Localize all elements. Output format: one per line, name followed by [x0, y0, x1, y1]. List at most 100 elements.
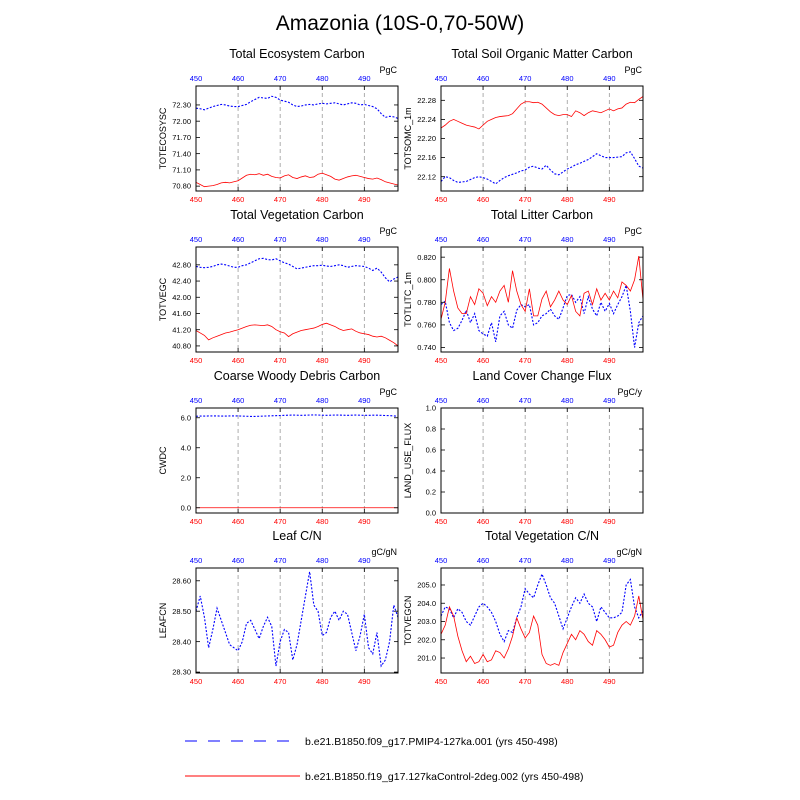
series-line-127ka-control: [441, 255, 643, 320]
legend: b.e21.B1850.f09_g17.PMIP4-127ka.001 (yrs…: [185, 736, 583, 783]
panel-totecosysc: 450 450 460 460 470 470 480 480 490 490 70.80 71.10…: [158, 47, 399, 204]
panel-totvegcn: 450 450 460 460 470 470 480 480 490 490 201.0 202.0…: [403, 529, 644, 686]
y-tick-label: 0.740: [417, 343, 436, 352]
x-tick-label-top: 460: [232, 396, 245, 405]
y-tick-label: 203.0: [417, 617, 436, 626]
x-tick-label-top: 460: [232, 74, 245, 83]
y-tick-label: 71.70: [172, 133, 191, 142]
x-tick-label-bottom: 470: [274, 195, 287, 204]
panel-title: Coarse Woody Debris Carbon: [214, 369, 381, 383]
x-tick-label-top: 450: [190, 556, 203, 565]
x-tick-label-top: 480: [316, 74, 329, 83]
x-tick-label-bottom: 490: [358, 517, 371, 526]
y-tick-label: 28.30: [172, 668, 191, 677]
x-tick-label-top: 480: [561, 556, 574, 565]
x-tick-label-bottom: 470: [519, 517, 532, 526]
y-tick-label: 71.10: [172, 165, 191, 174]
x-tick-label-top: 490: [603, 74, 616, 83]
units-label: gC/gN: [371, 547, 397, 557]
x-tick-label-bottom: 490: [358, 195, 371, 204]
x-tick-label-bottom: 460: [232, 677, 245, 686]
y-tick-label: 201.0: [417, 654, 436, 663]
panel-totsomc-1m: 450 450 460 460 470 470 480 480 490 490 22.12 22.16…: [403, 47, 644, 204]
x-tick-label-bottom: 450: [190, 677, 203, 686]
y-tick-label: 41.60: [172, 309, 191, 318]
plot-frame: [195, 85, 399, 192]
x-tick-label-bottom: 450: [190, 356, 203, 365]
y-tick-label: 22.12: [417, 172, 436, 181]
series-line-pmip4-127ka: [196, 95, 398, 119]
x-tick-label-bottom: 460: [232, 195, 245, 204]
x-tick-label-top: 450: [190, 235, 203, 244]
y-tick-label: 205.0: [417, 581, 436, 590]
plot-frame: [440, 85, 644, 192]
y-tick-label: 0.0: [181, 503, 191, 512]
plot-frame: [440, 567, 644, 674]
y-tick-label: 0.800: [417, 275, 436, 284]
y-axis-label: TOTVEGCN: [403, 596, 413, 646]
y-axis-label: CWDC: [158, 446, 168, 474]
y-tick-label: 72.00: [172, 117, 191, 126]
panel-title: Total Soil Organic Matter Carbon: [451, 47, 632, 61]
x-tick-label-bottom: 450: [435, 195, 448, 204]
x-tick-label-top: 480: [561, 74, 574, 83]
x-tick-label-bottom: 450: [435, 356, 448, 365]
x-tick-label-bottom: 490: [603, 677, 616, 686]
y-axis-label: TOTLITC_1m: [403, 272, 413, 327]
units-label: PgC: [379, 387, 397, 397]
x-tick-label-bottom: 480: [561, 517, 574, 526]
y-tick-label: 28.50: [172, 607, 191, 616]
figure-title: Amazonia (10S-0,70-50W): [276, 12, 525, 35]
x-tick-label-top: 480: [316, 235, 329, 244]
units-label: PgC: [379, 65, 397, 75]
units-label: gC/gN: [616, 547, 642, 557]
plot-frame: [195, 407, 399, 514]
y-tick-label: 202.0: [417, 635, 436, 644]
panel-totvegc: 450 450 460 460 470 470 480 480 490 490 40.80 41.20…: [158, 208, 399, 365]
x-tick-label-top: 460: [477, 74, 490, 83]
x-tick-label-bottom: 470: [519, 195, 532, 204]
x-tick-label-bottom: 460: [477, 195, 490, 204]
y-tick-label: 0.820: [417, 253, 436, 262]
y-tick-label: 28.60: [172, 576, 191, 585]
panels: 450 450 460 460 470 470 480 480 490 490 70.80 71.10…: [158, 47, 644, 686]
x-tick-label-bottom: 450: [190, 517, 203, 526]
x-tick-label-bottom: 490: [603, 195, 616, 204]
x-tick-label-top: 450: [190, 74, 203, 83]
x-tick-label-top: 480: [316, 556, 329, 565]
series-line-pmip4-127ka: [441, 283, 643, 348]
y-tick-label: 22.20: [417, 134, 436, 143]
x-tick-label-top: 490: [603, 556, 616, 565]
x-tick-label-top: 460: [232, 556, 245, 565]
y-tick-label: 1.0: [426, 404, 436, 413]
x-tick-label-bottom: 490: [358, 356, 371, 365]
x-tick-label-bottom: 490: [603, 356, 616, 365]
y-tick-label: 0.2: [426, 488, 436, 497]
y-tick-label: 2.0: [181, 473, 191, 482]
y-tick-label: 22.28: [417, 96, 436, 105]
y-tick-label: 41.20: [172, 325, 191, 334]
x-tick-label-top: 490: [603, 235, 616, 244]
x-tick-label-bottom: 450: [435, 517, 448, 526]
panel-land-use-flux: 450 450 460 460 470 470 480 480 490 490 0.0 0.2 0.4 0…: [403, 369, 644, 526]
panel-title: Total Litter Carbon: [491, 208, 593, 222]
x-tick-label-bottom: 470: [519, 356, 532, 365]
x-tick-label-top: 450: [435, 74, 448, 83]
series-line-pmip4-127ka: [196, 257, 398, 283]
units-label: PgC: [624, 65, 642, 75]
x-tick-label-top: 470: [274, 235, 287, 244]
panel-title: Total Ecosystem Carbon: [229, 47, 365, 61]
y-tick-label: 42.80: [172, 260, 191, 269]
x-tick-label-bottom: 480: [316, 517, 329, 526]
x-tick-label-top: 470: [274, 74, 287, 83]
y-axis-label: LEAFCN: [158, 603, 168, 639]
x-tick-label-top: 470: [519, 74, 532, 83]
y-tick-label: 22.24: [417, 115, 436, 124]
y-tick-label: 0.4: [426, 467, 436, 476]
series-line-127ka-control: [196, 172, 398, 188]
units-label: PgC: [624, 226, 642, 236]
x-tick-label-bottom: 460: [232, 517, 245, 526]
panel-cwdc: 450 450 460 460 470 470 480 480 490 490 0.0 2.0 4.0 6…: [158, 369, 399, 526]
x-tick-label-top: 490: [358, 74, 371, 83]
x-tick-label-top: 470: [519, 235, 532, 244]
